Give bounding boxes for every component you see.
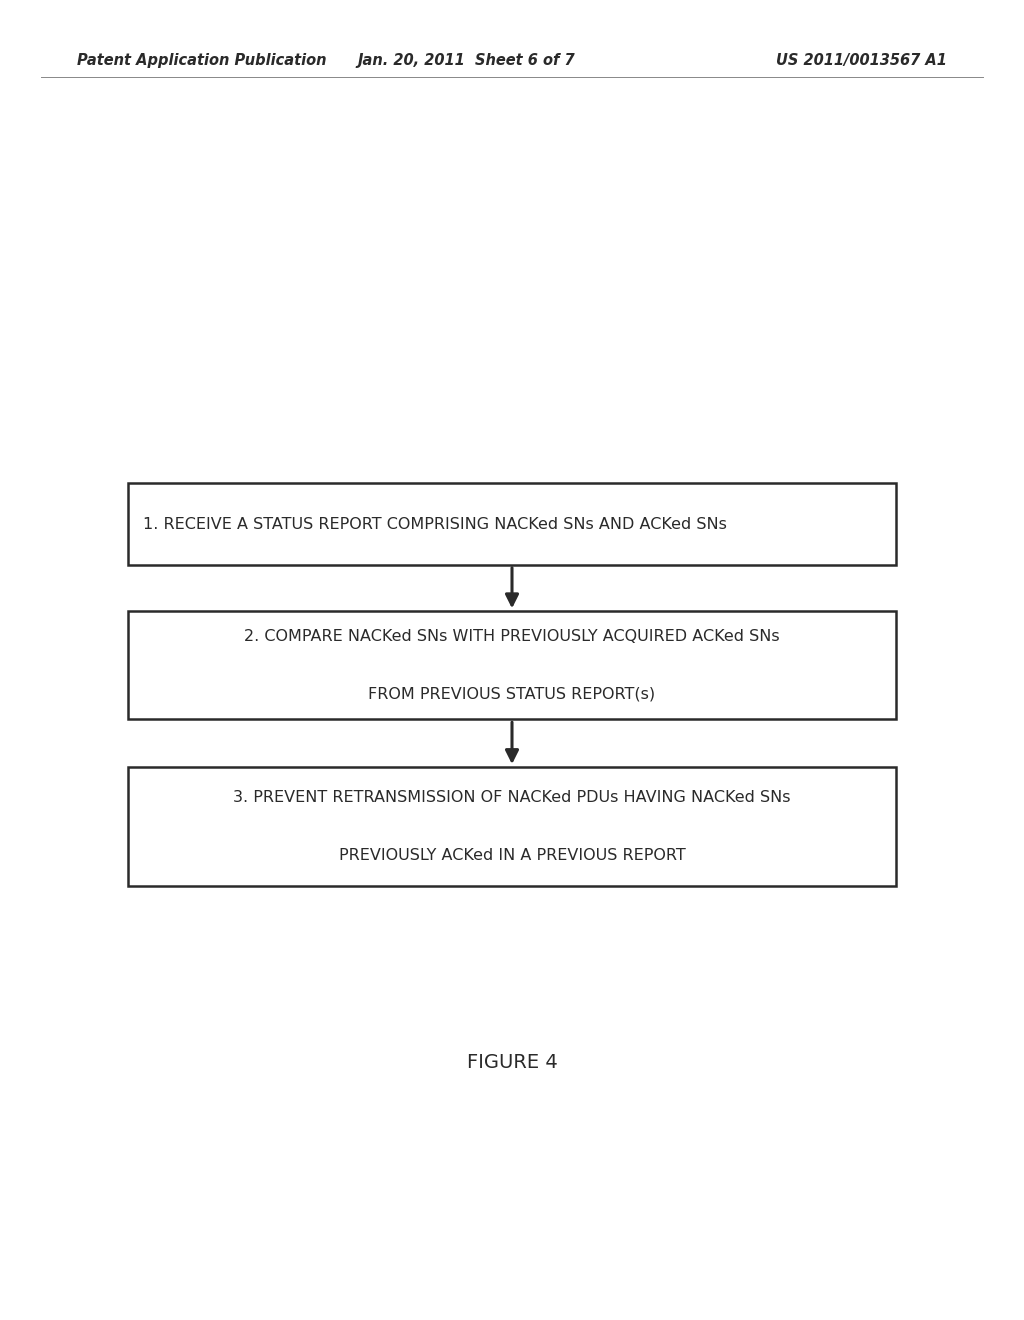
Bar bbox=[128, 611, 896, 719]
Text: PREVIOUSLY ACKed IN A PREVIOUS REPORT: PREVIOUSLY ACKed IN A PREVIOUS REPORT bbox=[339, 847, 685, 863]
Text: FIGURE 4: FIGURE 4 bbox=[467, 1053, 557, 1072]
Text: Patent Application Publication: Patent Application Publication bbox=[77, 53, 327, 69]
Bar bbox=[128, 767, 896, 886]
Text: Jan. 20, 2011  Sheet 6 of 7: Jan. 20, 2011 Sheet 6 of 7 bbox=[357, 53, 574, 69]
Text: 1. RECEIVE A STATUS REPORT COMPRISING NACKed SNs AND ACKed SNs: 1. RECEIVE A STATUS REPORT COMPRISING NA… bbox=[143, 516, 727, 532]
Text: US 2011/0013567 A1: US 2011/0013567 A1 bbox=[776, 53, 947, 69]
Text: FROM PREVIOUS STATUS REPORT(s): FROM PREVIOUS STATUS REPORT(s) bbox=[369, 686, 655, 702]
Bar bbox=[128, 483, 896, 565]
Text: 3. PREVENT RETRANSMISSION OF NACKed PDUs HAVING NACKed SNs: 3. PREVENT RETRANSMISSION OF NACKed PDUs… bbox=[233, 789, 791, 805]
Text: 2. COMPARE NACKed SNs WITH PREVIOUSLY ACQUIRED ACKed SNs: 2. COMPARE NACKed SNs WITH PREVIOUSLY AC… bbox=[244, 628, 780, 644]
